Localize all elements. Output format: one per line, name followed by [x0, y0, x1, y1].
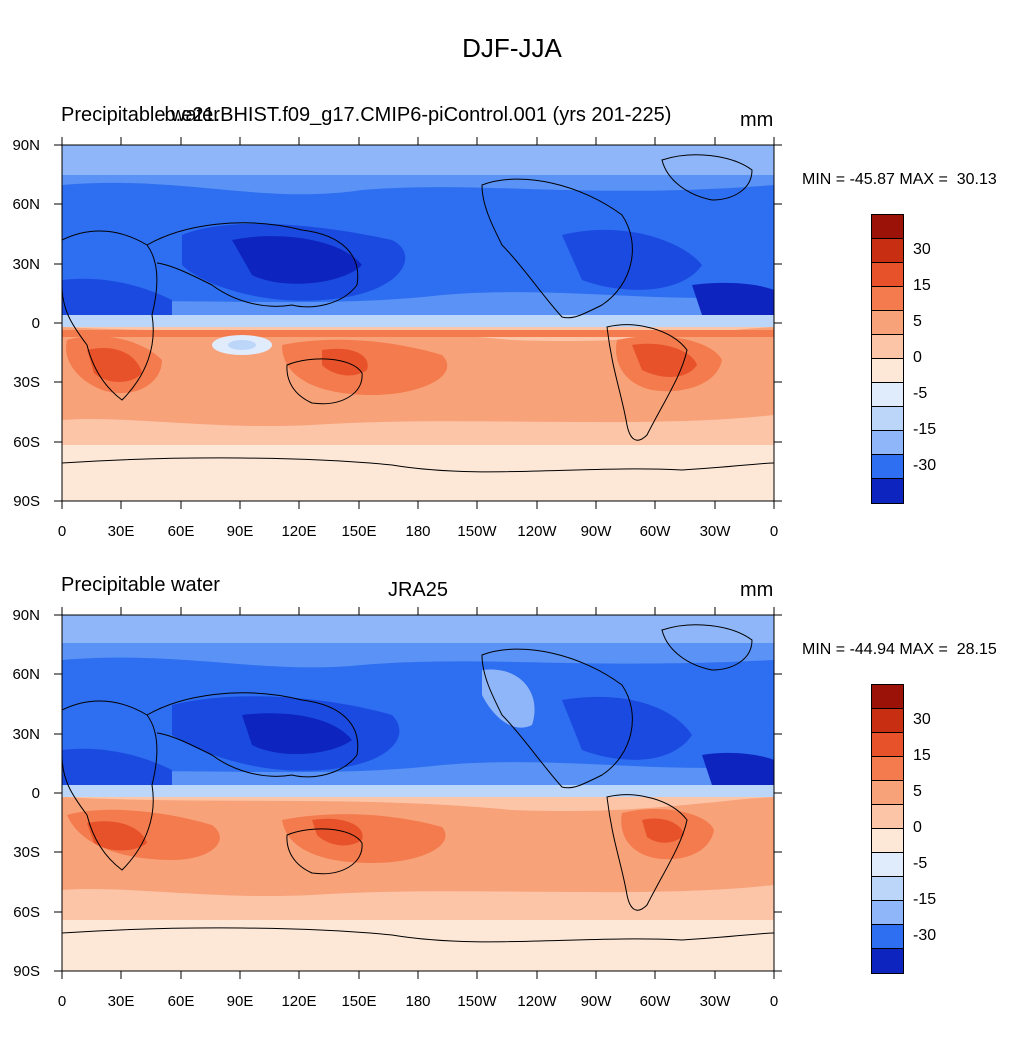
colorbar-tick-label: 0 [913, 819, 922, 836]
colorbar-swatch [872, 455, 903, 479]
lon-label: 150E [341, 523, 376, 540]
contour-map [62, 615, 774, 971]
lon-label: 0 [770, 993, 778, 1010]
panel-title-left: Precipitable water [61, 574, 220, 596]
colorbar-swatch [872, 431, 903, 455]
lat-label: 90N [12, 137, 40, 154]
colorbar-swatch [872, 829, 903, 853]
colorbar-swatch [872, 311, 903, 335]
colorbar-swatch [872, 781, 903, 805]
colorbar-tick-label: -5 [913, 855, 928, 872]
lon-label: 120W [517, 523, 557, 540]
panel-units: mm [740, 109, 774, 131]
contour-map [62, 145, 774, 501]
lat-label: 30S [13, 374, 40, 391]
panel-units: mm [740, 579, 774, 601]
min-max-label: MIN = -44.94 MAX = 28.15 [802, 641, 997, 658]
lon-label: 60E [168, 523, 195, 540]
lat-label: 90S [13, 493, 40, 510]
colorbar-swatch [872, 901, 903, 925]
colorbar-tick-label: -5 [913, 385, 928, 402]
colorbar-swatch [872, 949, 903, 973]
lat-label: 0 [32, 785, 40, 802]
colorbar-swatch [872, 359, 903, 383]
colorbar-tick-label: 5 [913, 313, 922, 330]
lon-label: 150W [457, 523, 497, 540]
lon-label: 30W [700, 523, 732, 540]
lon-label: 120E [281, 523, 316, 540]
lon-label: 30W [700, 993, 732, 1010]
lon-label: 30E [108, 523, 135, 540]
panel-title-center: JRA25 [387, 579, 449, 601]
lon-label: 120E [281, 993, 316, 1010]
lon-label: 90E [227, 523, 254, 540]
colorbar-swatch [872, 287, 903, 311]
lat-label: 0 [32, 315, 40, 332]
panel-model: Precipitable water b.e21.BHIST.f09_g17.C… [0, 100, 1024, 570]
figure-title: DJF-JJA [462, 33, 562, 63]
lon-label: 0 [58, 523, 66, 540]
lat-label: 90N [12, 607, 40, 624]
panel-obs: Precipitable water JRA25 mm [0, 570, 1024, 1040]
colorbar-swatch [872, 709, 903, 733]
lon-label: 0 [770, 523, 778, 540]
lat-label: 30S [13, 844, 40, 861]
colorbar-tick-label: 15 [913, 747, 931, 764]
lat-label: 60N [12, 666, 40, 683]
lon-label: 120W [517, 993, 557, 1010]
colorbar-tick-label: 30 [913, 711, 931, 728]
lon-label: 30E [108, 993, 135, 1010]
colorbar-tick-label: -30 [913, 457, 937, 474]
lon-label: 180 [405, 523, 430, 540]
lon-label: 150W [457, 993, 497, 1010]
lon-label: 90W [581, 523, 613, 540]
lat-label: 60N [12, 196, 40, 213]
colorbar-tick-label: 15 [913, 277, 931, 294]
colorbar-tick-label: 5 [913, 783, 922, 800]
colorbar-swatch [872, 853, 903, 877]
lon-label: 0 [58, 993, 66, 1010]
min-max-label: MIN = -45.87 MAX = 30.13 [802, 171, 997, 188]
lon-label: 60E [168, 993, 195, 1010]
lon-label: 90E [227, 993, 254, 1010]
colorbar-swatch [872, 925, 903, 949]
colorbar-swatch [872, 877, 903, 901]
lon-label: 150E [341, 993, 376, 1010]
lat-label: 30N [12, 726, 40, 743]
lat-label: 60S [13, 434, 40, 451]
colorbar-swatch [872, 733, 903, 757]
colorbar-swatch [872, 215, 903, 239]
colorbar-swatch [872, 757, 903, 781]
colorbar-tick-label: 0 [913, 349, 922, 366]
colorbar-tick-label: -30 [913, 927, 937, 944]
lon-label: 180 [405, 993, 430, 1010]
lat-label: 60S [13, 904, 40, 921]
panel-title-left: Precipitable water [61, 104, 220, 126]
colorbar-swatch [872, 407, 903, 431]
colorbar-tick-label: -15 [913, 421, 937, 438]
lon-label: 60W [640, 523, 672, 540]
colorbar-swatch [872, 263, 903, 287]
colorbar [871, 214, 904, 504]
lon-label: 60W [640, 993, 672, 1010]
colorbar-tick-label: -15 [913, 891, 937, 908]
colorbar-swatch [872, 383, 903, 407]
colorbar-tick-label: 30 [913, 241, 931, 258]
colorbar-swatch [872, 479, 903, 503]
lon-label: 90W [581, 993, 613, 1010]
colorbar-swatch [872, 805, 903, 829]
lat-label: 30N [12, 256, 40, 273]
colorbar-swatch [872, 685, 903, 709]
colorbar-swatch [872, 239, 903, 263]
colorbar-swatch [872, 335, 903, 359]
colorbar [871, 684, 904, 974]
lat-label: 90S [13, 963, 40, 980]
panel-title-center: b.e21.BHIST.f09_g17.CMIP6-piControl.001 … [164, 104, 672, 126]
